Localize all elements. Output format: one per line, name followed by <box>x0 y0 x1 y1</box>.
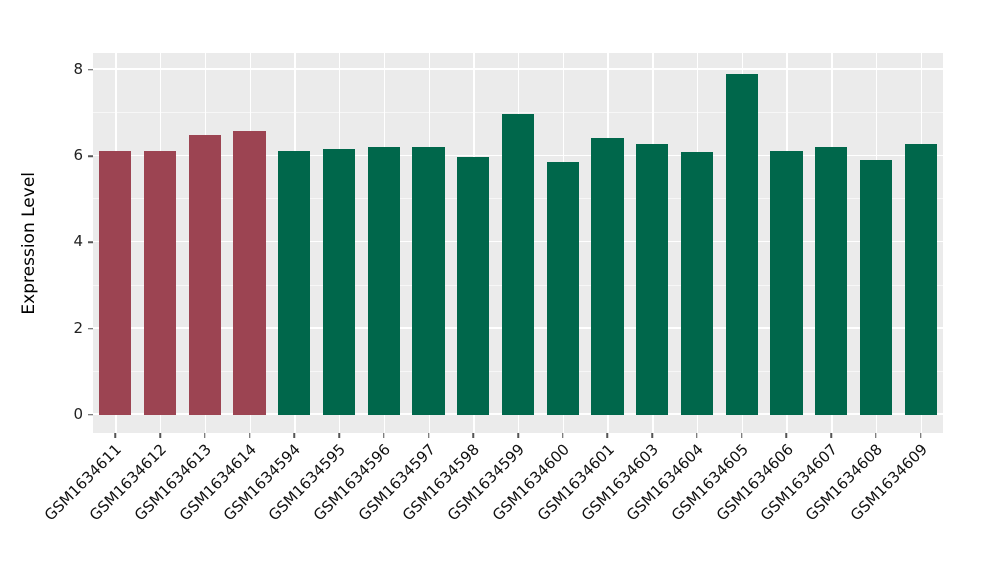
x-tick-mark <box>785 433 788 438</box>
bar <box>725 73 758 415</box>
x-tick-mark <box>383 433 385 438</box>
x-tick-mark <box>830 433 832 438</box>
plot-area: 0 2 4 6 8 GSM1634611 GSM1634612 GSM1634613 GSM16… <box>41 53 943 524</box>
y-tick-label: 8 <box>73 60 83 79</box>
bar <box>278 150 311 415</box>
x-tick-mark <box>427 433 430 438</box>
bar <box>770 150 803 415</box>
x-tick-mark <box>248 433 251 438</box>
bar <box>904 143 937 415</box>
bar <box>680 151 714 415</box>
y-tick-mark <box>88 327 93 330</box>
x-tick-mark <box>606 433 609 438</box>
x-tick-mark <box>696 433 698 438</box>
x-tick-mark <box>204 433 206 438</box>
x-tick-mark <box>875 433 877 438</box>
bar <box>412 147 445 415</box>
y-tick-label: 4 <box>73 232 83 251</box>
x-tick-mark <box>114 433 117 438</box>
x-tick-mark <box>651 433 653 438</box>
y-tick-label: 0 <box>73 405 83 424</box>
bar <box>591 137 624 415</box>
bar <box>233 130 266 415</box>
bar <box>815 147 848 415</box>
bar <box>501 113 535 415</box>
y-tick-mark <box>88 155 93 157</box>
bar <box>99 150 132 415</box>
y-tick-label: 2 <box>73 318 83 337</box>
x-tick-mark <box>472 433 474 438</box>
y-axis-label: Expression Level <box>19 171 39 315</box>
x-tick-mark <box>561 433 564 438</box>
x-tick-mark <box>159 433 161 438</box>
bar <box>367 146 400 415</box>
y-tick-mark <box>88 69 93 71</box>
bar <box>859 160 892 415</box>
y-tick-label: 6 <box>73 146 83 165</box>
y-tick-mark <box>88 414 93 416</box>
y-axis-label-wrap: Expression Level <box>16 53 42 433</box>
x-tick-mark <box>919 433 922 438</box>
x-tick-mark <box>517 433 519 438</box>
bar <box>546 161 579 415</box>
bar <box>188 135 221 415</box>
bar <box>636 144 669 415</box>
bar <box>144 151 177 415</box>
x-tick-mark <box>740 433 743 438</box>
x-tick-mark <box>338 433 340 438</box>
y-tick-mark <box>88 241 93 244</box>
x-tick-mark <box>293 433 296 438</box>
bar <box>457 156 490 415</box>
bar <box>322 149 356 415</box>
